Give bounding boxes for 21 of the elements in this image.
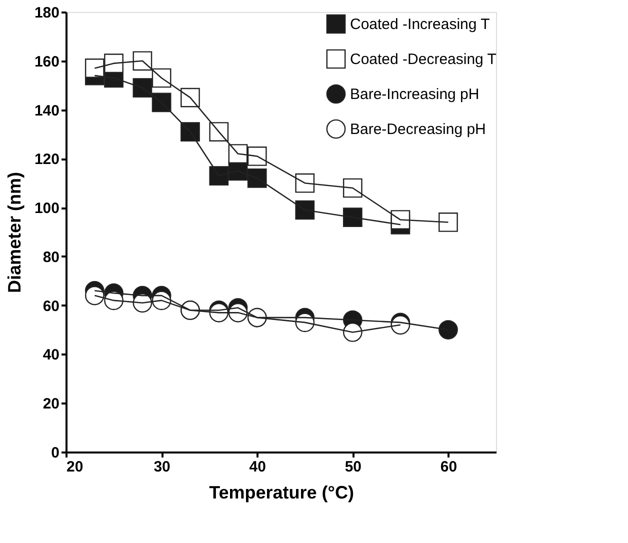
y-tick-label: 80 <box>42 248 60 266</box>
y-axis-title: Diameter (nm) <box>4 172 24 294</box>
legend-label: Coated -Decreasing T <box>350 51 496 68</box>
y-tick-label: 180 <box>34 4 60 22</box>
x-tick-label: 60 <box>440 458 458 476</box>
x-tick-label: 50 <box>344 458 362 476</box>
y-tick-label: 140 <box>34 102 60 120</box>
x-tick-label: 30 <box>154 458 170 476</box>
y-tick-label: 100 <box>34 200 60 218</box>
y-tick-label: 120 <box>34 151 60 168</box>
y-tick-label: 20 <box>42 396 60 413</box>
legend-label: Coated -Increasing T <box>350 16 490 33</box>
legend-label: Bare-Decreasing pH <box>350 121 486 138</box>
y-tick-label: 160 <box>34 53 60 70</box>
x-axis-title: Temperature (°C) <box>209 482 354 502</box>
x-tick-label: 20 <box>66 458 84 476</box>
y-tick-label: 40 <box>42 346 60 364</box>
y-tick-label: 0 <box>51 444 60 462</box>
x-tick-label: 40 <box>249 458 266 476</box>
y-tick-label: 60 <box>42 298 60 315</box>
legend-label: Bare-Increasing pH <box>350 86 480 103</box>
